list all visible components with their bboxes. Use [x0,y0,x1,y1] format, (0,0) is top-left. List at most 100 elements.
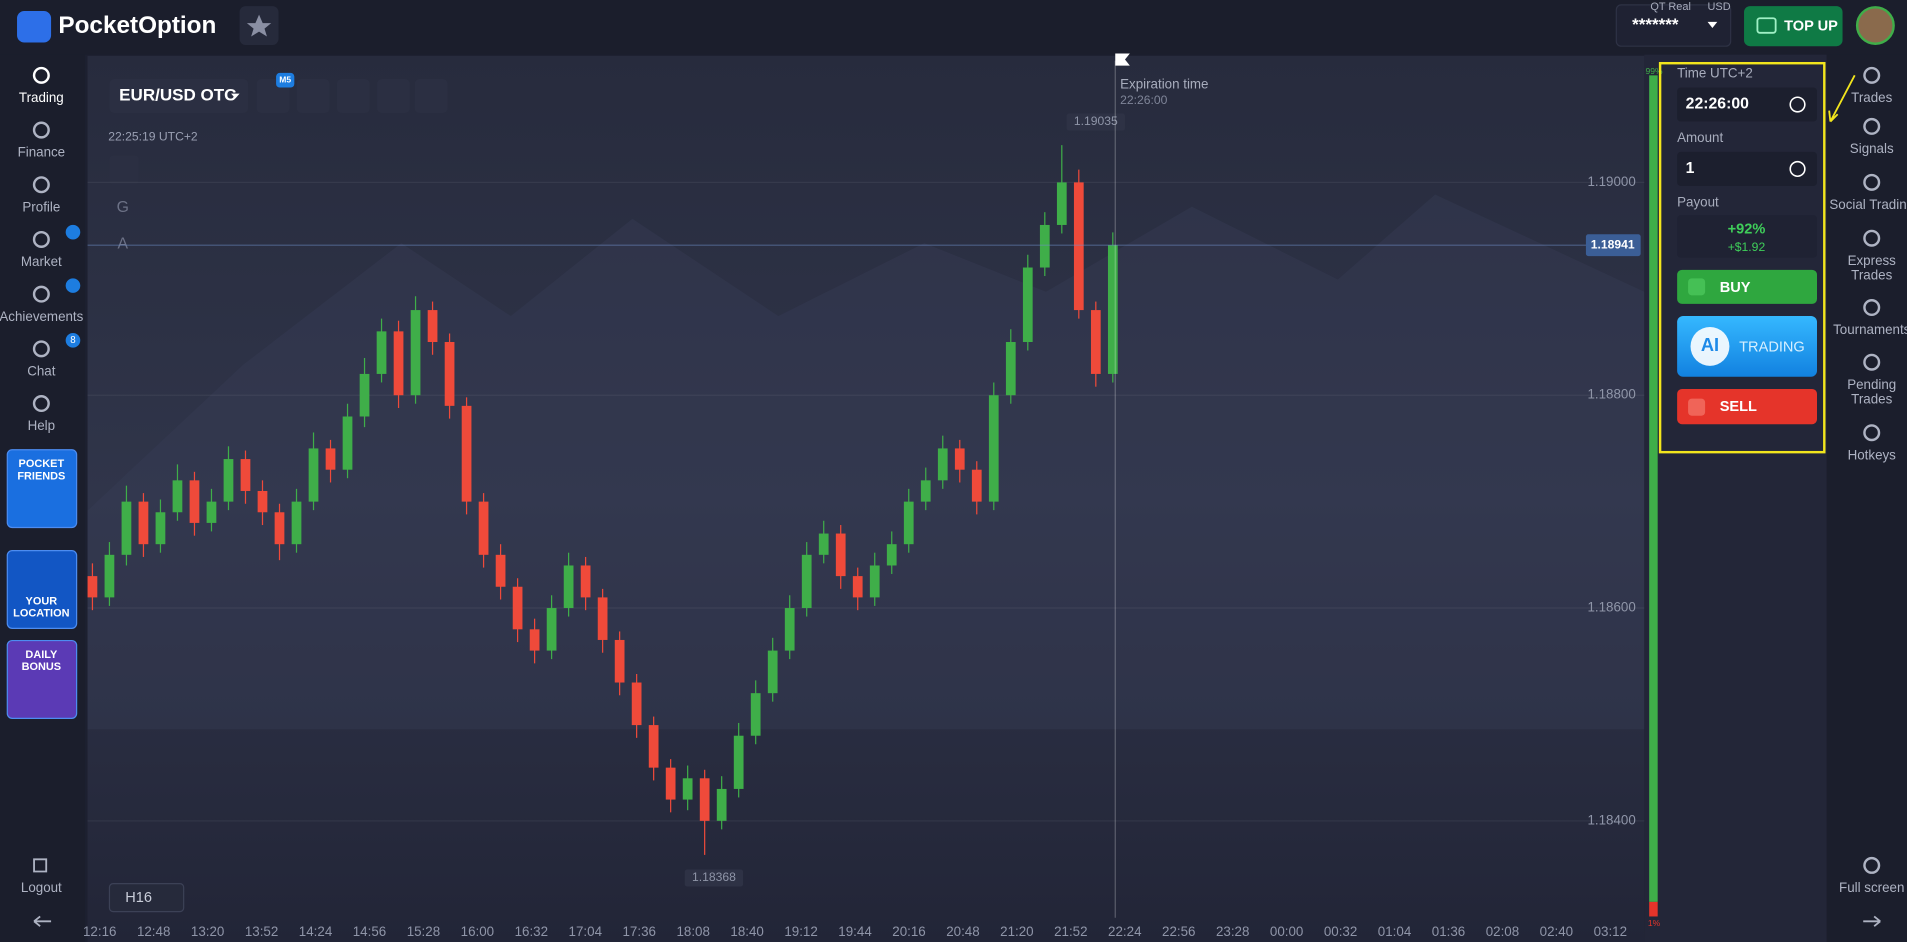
candle-body [325,448,336,470]
toolbar-button[interactable] [336,79,370,114]
expiration-label: Expiration time [1120,77,1208,92]
x-tick-label: 18:08 [676,924,709,939]
x-tick-label: 19:12 [784,924,817,939]
y-tick-label: 1.19000 [1587,174,1635,189]
notification-dot [65,224,81,240]
candle-body [427,310,438,343]
nav-label[interactable]: Pending [1847,377,1896,392]
candle-body [223,459,234,502]
field-label: Time UTC+2 [1677,66,1753,81]
x-tick-label: 01:36 [1432,924,1465,939]
payout-amount: +$1.92 [1728,240,1766,254]
promo-card[interactable] [6,449,78,529]
nav-label[interactable]: Profile [22,199,60,214]
badge [276,72,295,88]
payout-percent: +92% [1728,222,1766,238]
toolbar-button[interactable] [414,79,448,114]
nav-label[interactable]: Express [1848,253,1897,268]
candle-body [682,778,693,800]
buy-button[interactable] [1677,269,1818,304]
x-tick-label: 17:04 [569,924,603,939]
x-tick-label: 00:32 [1324,924,1357,939]
pair-label: EUR/USD OTC [119,86,236,105]
nav-label[interactable]: Finance [18,145,66,160]
nav-icon [32,230,50,248]
account-type: QT Real [1650,1,1691,13]
nav-label[interactable]: Tournaments [1833,322,1907,337]
star-icon [246,14,272,37]
toolbar-button[interactable] [296,79,330,114]
x-tick-label: 22:24 [1108,924,1142,939]
nav-icon [1863,117,1881,135]
nav-label[interactable]: Hotkeys [1848,447,1897,462]
low-label-box [684,869,744,887]
candle-body [529,629,540,651]
x-tick-label: 12:16 [83,924,116,939]
top-up-button[interactable] [1744,6,1843,47]
nav-label[interactable]: Trading [19,90,64,105]
nav-label[interactable]: Help [28,418,55,433]
promo-text: POCKET [19,458,65,470]
promo-card[interactable] [6,639,78,719]
x-tick-label: 20:16 [892,924,925,939]
nav-label[interactable]: Trades [1851,267,1892,282]
y-tick-label: 1.18600 [1587,600,1635,615]
candle-body [274,512,285,545]
time-input[interactable] [1677,87,1818,122]
candle-body [784,608,795,651]
buy-icon [1688,278,1706,296]
nav-label[interactable]: Achievements [0,309,84,324]
nav-icon [32,395,50,413]
balance: ******* [1632,15,1679,34]
candle-body [750,693,761,736]
nav-icon [1863,66,1881,84]
nav-badge-text: 8 [70,335,75,346]
pair-selector[interactable] [109,79,249,114]
field-label: Amount [1677,130,1723,145]
nav-label[interactable]: Social Trading [1829,197,1907,212]
x-tick-label: 21:52 [1054,924,1087,939]
payout-bottom: 1% [1648,918,1661,928]
amount-input[interactable] [1677,151,1818,186]
expiration-flag [1115,53,1130,66]
nav-icon [32,121,50,139]
candle-body [937,448,948,481]
nav-label[interactable]: Signals [1850,141,1894,156]
promo-card[interactable] [6,550,78,630]
x-tick-label: 14:24 [299,924,333,939]
nav-label[interactable]: Market [21,254,62,269]
x-tick-label: 23:28 [1216,924,1249,939]
nav-label[interactable]: Trades [1851,391,1892,406]
y-tick-label: 1.18800 [1587,387,1635,402]
currency: USD [1708,1,1731,13]
expand-arrow[interactable] [1863,915,1881,927]
candle-body [257,490,268,513]
promo-text: YOUR [26,596,58,608]
account-selector[interactable] [1615,4,1732,47]
toolbar-button[interactable] [377,79,410,114]
time-icon [1789,96,1806,113]
dropdown-arrow [1707,21,1718,28]
nav-label[interactable]: Full screen [1839,880,1904,895]
timeframe-label: H16 [125,890,152,906]
nav-icon [1863,353,1881,371]
sell-button[interactable] [1677,388,1818,425]
x-tick-label: 16:32 [515,924,548,939]
candle-body [1005,342,1016,396]
collapse-arrow[interactable] [33,915,52,927]
timeframe-selector[interactable] [108,883,185,913]
drawing-tool[interactable] [109,155,139,185]
drawing-tool[interactable]: G [117,199,129,216]
highlight-frame [1658,61,1826,454]
logout-label[interactable]: Logout [21,880,62,895]
candle-body [478,501,489,555]
sell-label: SELL [1720,399,1757,415]
candle-body [138,501,149,545]
candle-body [699,778,710,821]
nav-label[interactable]: Trades [1851,90,1892,105]
drawing-tool[interactable]: A [118,235,129,252]
candle-body [733,735,744,789]
ai-trading-label: TRADING [1739,339,1805,355]
avatar[interactable] [1855,6,1895,45]
nav-label[interactable]: Chat [27,363,56,378]
